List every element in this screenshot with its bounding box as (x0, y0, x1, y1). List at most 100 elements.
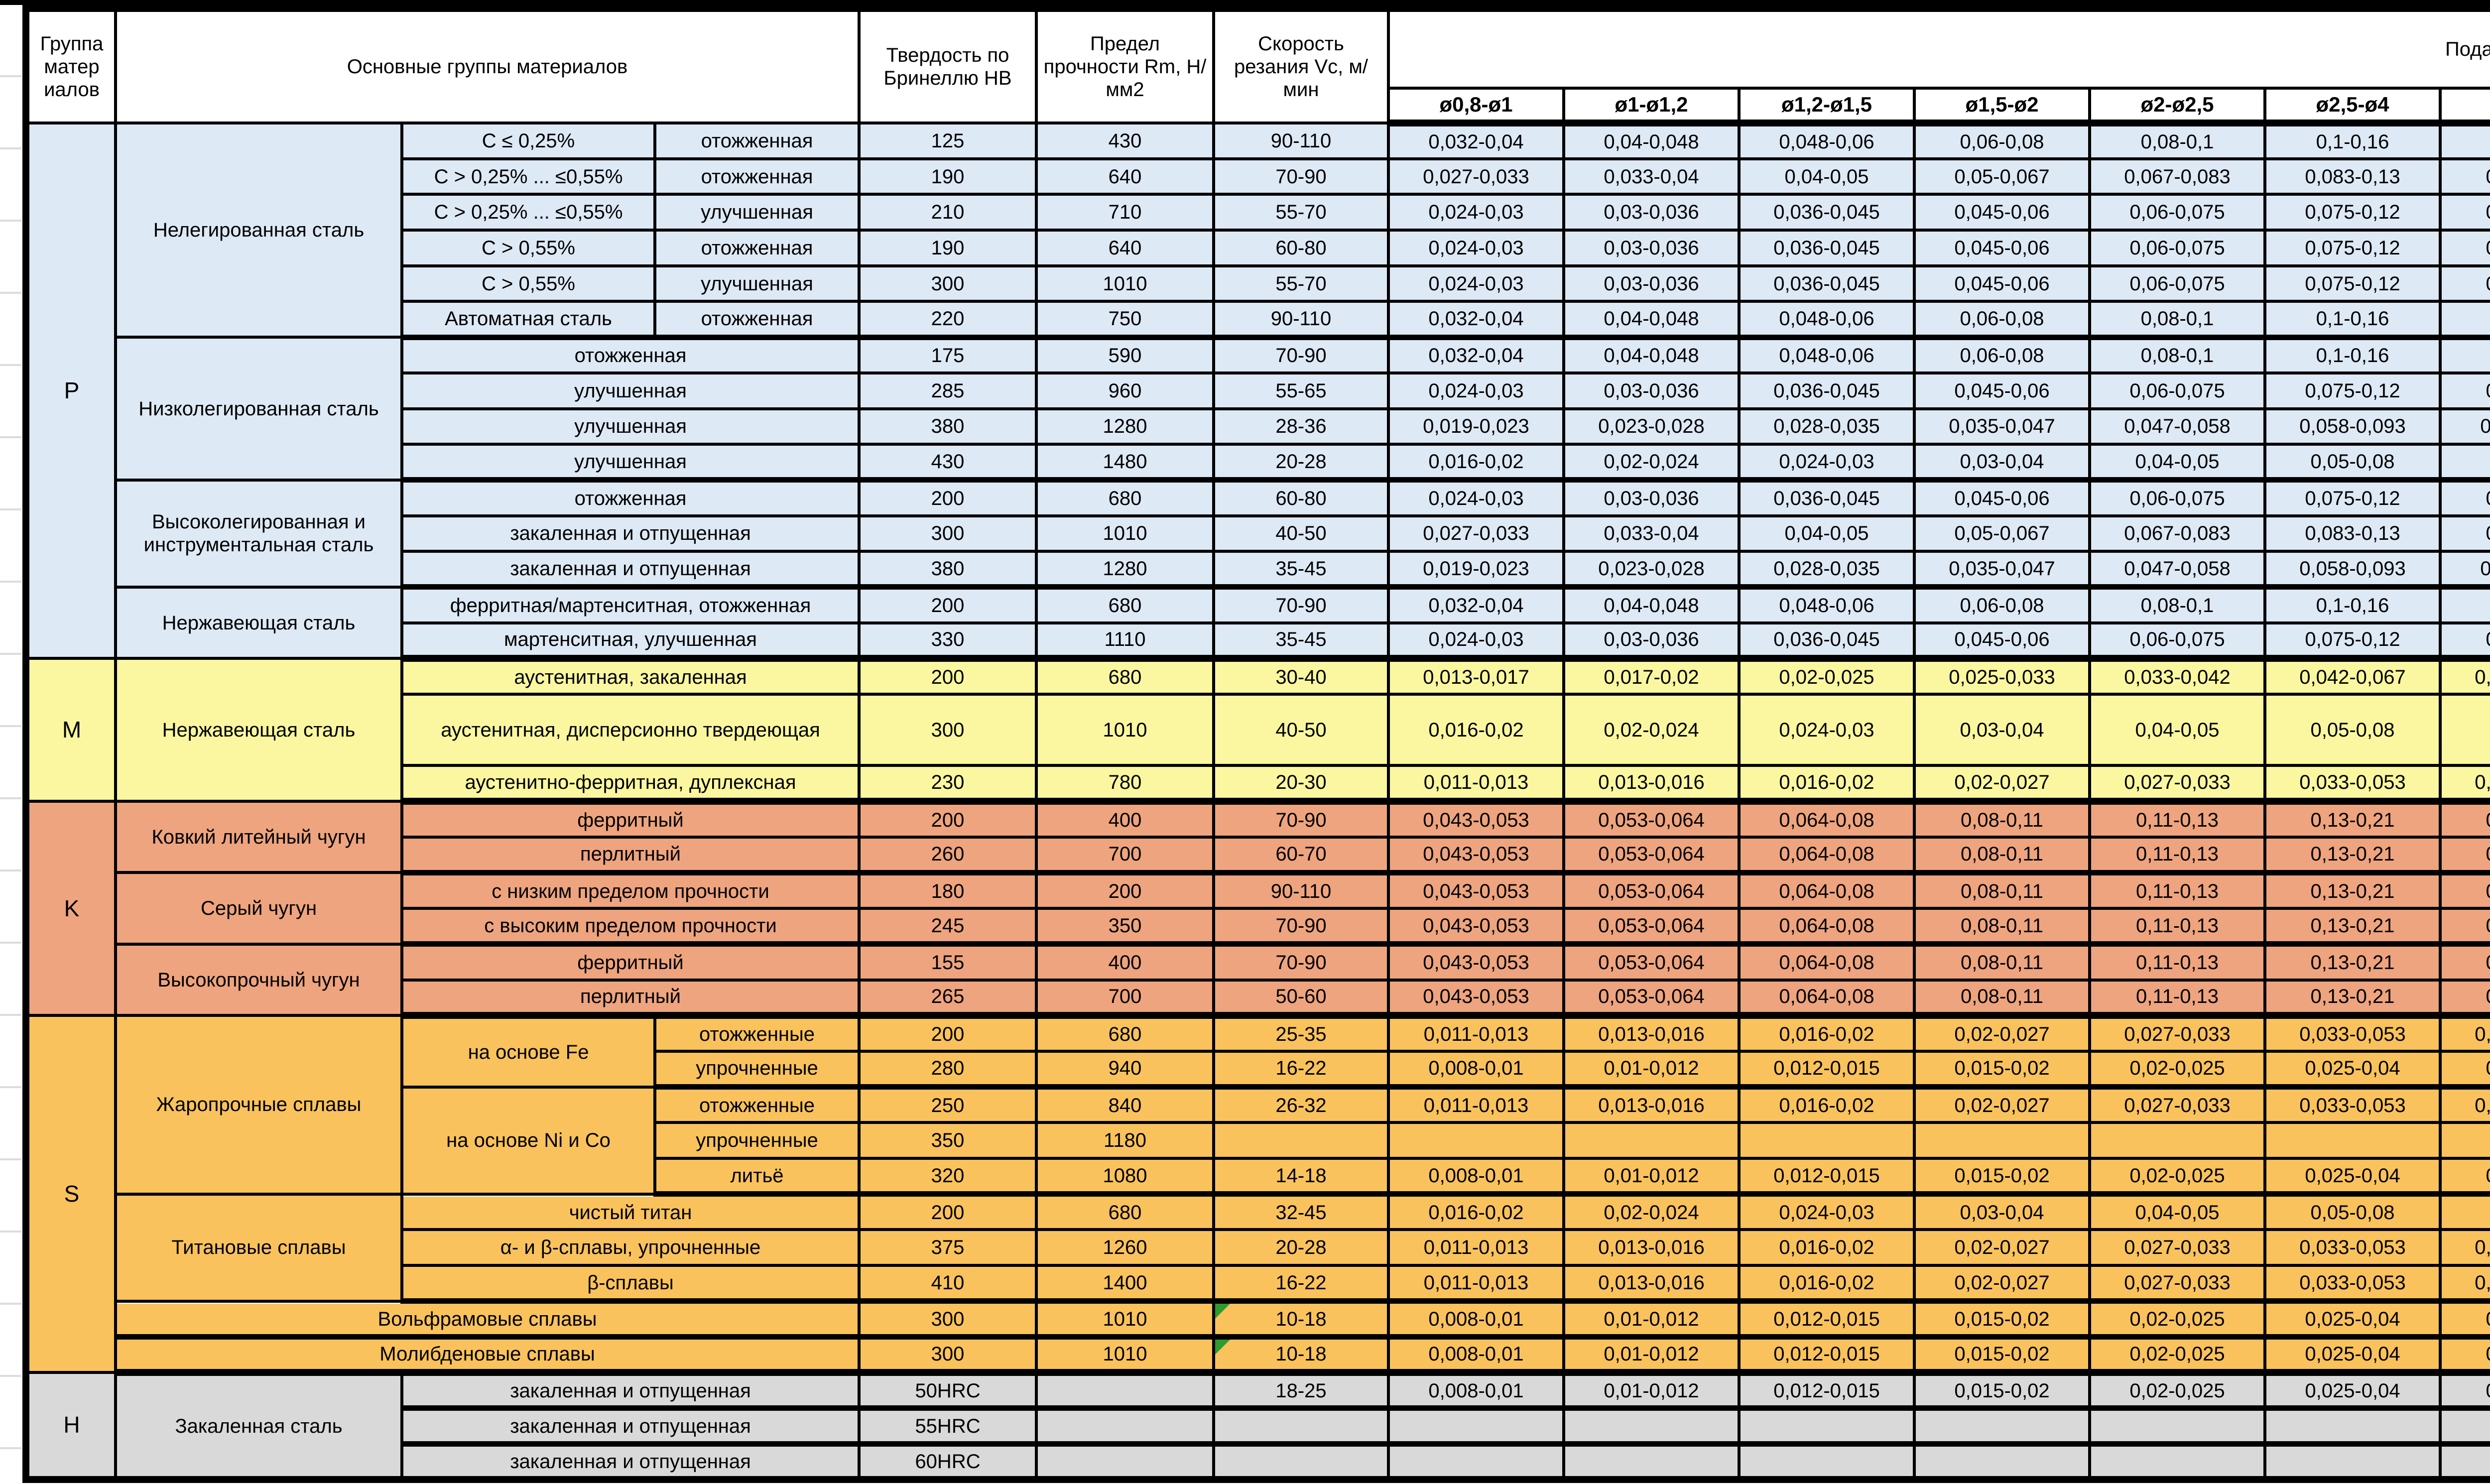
feed-cell[interactable]: 0,02-0,027 (1913, 764, 2092, 805)
feed-cell[interactable]: 0,045-0,06 (1913, 371, 2092, 410)
feed-cell[interactable]: 0,05-0,08 (2263, 443, 2442, 483)
feed-cell[interactable] (2088, 1442, 2267, 1482)
feed-cell[interactable]: 0,04-0,05 (2439, 1371, 2490, 1411)
feed-cell[interactable]: 0,028-0,035 (1738, 407, 1916, 446)
feed-cell[interactable]: 0,019-0,023 (1387, 407, 1566, 446)
tensile-strength-cell[interactable]: 680 (1035, 1192, 1216, 1232)
feed-cell[interactable]: 0,048-0,06 (1738, 300, 1916, 340)
feed-cell[interactable]: 0,04-0,048 (1562, 122, 1741, 160)
material-label-cell[interactable]: с низким пределом прочности (400, 871, 861, 910)
feed-cell[interactable]: 0,03-0,036 (1562, 621, 1741, 662)
feed-cell[interactable]: 0,058-0,093 (2263, 550, 2442, 590)
feed-cell[interactable]: 0,08-0,11 (1913, 800, 2092, 839)
feed-cell[interactable]: 0,21-0,27 (2439, 871, 2490, 910)
feed-cell[interactable]: 0,064-0,08 (1738, 907, 1916, 947)
feed-cell[interactable]: 0,067-0,083 (2439, 657, 2490, 696)
cutting-speed-cell[interactable]: 70-90 (1212, 336, 1390, 374)
feed-cell[interactable]: 0,015-0,02 (1913, 1335, 2092, 1376)
cutting-speed-cell[interactable]: 25-35 (1212, 1014, 1390, 1053)
feed-cell[interactable]: 0,027-0,033 (2088, 764, 2267, 805)
hardness-cell[interactable]: 200 (858, 585, 1038, 624)
material-label-cell[interactable]: Титановые сплавы (114, 1192, 403, 1303)
feed-cell[interactable]: 0,024-0,03 (1387, 371, 1566, 410)
cutting-speed-cell[interactable]: 28-36 (1212, 407, 1390, 446)
feed-cell[interactable]: 0,013-0,017 (1387, 657, 1566, 696)
feed-cell[interactable]: 0,05-0,08 (2263, 1192, 2442, 1232)
header-feed-title[interactable]: Подача Fn, мм/об (1387, 7, 2490, 90)
feed-cell[interactable]: 0,064-0,08 (1738, 978, 1916, 1019)
feed-cell[interactable] (1913, 1406, 2092, 1447)
feed-cell[interactable]: 0,024-0,03 (1387, 229, 1566, 267)
feed-cell[interactable]: 0,16-0,2 (2439, 585, 2490, 624)
material-label-cell[interactable]: отожженная (653, 229, 861, 267)
feed-cell[interactable]: 0,06-0,075 (2088, 478, 2267, 517)
tensile-strength-cell[interactable]: 1260 (1035, 1228, 1216, 1267)
feed-cell[interactable]: 0,013-0,016 (1562, 1014, 1741, 1053)
feed-cell[interactable] (1738, 1121, 1916, 1160)
cutting-speed-cell[interactable]: 16-22 (1212, 1264, 1390, 1304)
feed-cell[interactable] (2263, 1442, 2442, 1482)
feed-cell[interactable]: 0,011-0,013 (1387, 1085, 1566, 1124)
feed-cell[interactable]: 0,04-0,05 (2088, 443, 2267, 483)
feed-cell[interactable]: 0,012-0,015 (1738, 1335, 1916, 1376)
feed-cell[interactable] (2439, 1121, 2490, 1160)
feed-cell[interactable]: 0,093-0,12 (2439, 407, 2490, 446)
feed-cell[interactable]: 0,04-0,05 (2439, 1156, 2490, 1197)
feed-cell[interactable]: 0,075-0,12 (2263, 264, 2442, 303)
feed-cell[interactable]: 0,12-0,15 (2439, 478, 2490, 517)
header-main-groups[interactable]: Основные группы материалов (114, 7, 861, 124)
feed-cell[interactable]: 0,08-0,11 (1913, 942, 2092, 982)
material-label-cell[interactable]: ферритный (400, 942, 861, 982)
feed-cell[interactable]: 0,043-0,053 (1387, 835, 1566, 875)
cutting-speed-cell[interactable] (1212, 1442, 1390, 1482)
feed-cell[interactable]: 0,08-0,11 (1913, 907, 2092, 947)
material-label-cell[interactable]: улучшенная (400, 443, 861, 483)
feed-cell[interactable]: 0,024-0,03 (1387, 478, 1566, 517)
cutting-speed-cell[interactable]: 14-18 (1212, 1156, 1390, 1197)
feed-cell[interactable]: 0,032-0,04 (1387, 585, 1566, 624)
feed-cell[interactable]: 0,036-0,045 (1738, 621, 1916, 662)
feed-cell[interactable]: 0,053-0,067 (2439, 1264, 2490, 1304)
feed-cell[interactable]: 0,025-0,04 (2263, 1049, 2442, 1090)
hardness-cell[interactable]: 380 (858, 407, 1038, 446)
hardness-cell[interactable]: 55HRC (858, 1406, 1038, 1447)
material-label-cell[interactable]: Высоколегированная и инструментальная ст… (114, 478, 403, 589)
material-label-cell[interactable]: упрочненные (653, 1121, 861, 1160)
material-label-cell[interactable]: на основе Ni и Co (400, 1085, 656, 1196)
feed-cell[interactable]: 0,032-0,04 (1387, 300, 1566, 340)
feed-cell[interactable]: 0,04-0,048 (1562, 336, 1741, 374)
cutting-speed-cell[interactable]: 18-25 (1212, 1371, 1390, 1411)
feed-cell[interactable]: 0,013-0,016 (1562, 764, 1741, 805)
feed-cell[interactable]: 0,045-0,06 (1913, 264, 2092, 303)
feed-cell[interactable]: 0,05-0,08 (2263, 692, 2442, 767)
feed-cell[interactable]: 0,043-0,053 (1387, 942, 1566, 982)
feed-cell[interactable]: 0,043-0,053 (1387, 800, 1566, 839)
feed-cell[interactable]: 0,053-0,064 (1562, 835, 1741, 875)
tensile-strength-cell[interactable]: 1280 (1035, 550, 1216, 590)
material-label-cell[interactable]: закаленная и отпущенная (400, 1371, 861, 1411)
hardness-cell[interactable]: 190 (858, 229, 1038, 267)
feed-cell[interactable]: 0,008-0,01 (1387, 1299, 1566, 1340)
feed-cell[interactable]: 0,053-0,067 (2439, 1014, 2490, 1053)
hardness-cell[interactable]: 300 (858, 1299, 1038, 1340)
material-label-cell[interactable]: аустенитная, закаленная (400, 657, 861, 696)
feed-cell[interactable]: 0,023-0,028 (1562, 550, 1741, 590)
hardness-cell[interactable]: 300 (858, 264, 1038, 303)
feed-cell[interactable]: 0,08-0,11 (1913, 978, 2092, 1019)
feed-cell[interactable]: 0,13-0,21 (2263, 835, 2442, 875)
cutting-speed-cell[interactable]: 90-110 (1212, 300, 1390, 340)
cutting-speed-cell[interactable]: 60-70 (1212, 835, 1390, 875)
material-label-cell[interactable]: мартенситная, улучшенная (400, 621, 861, 662)
feed-cell[interactable] (1387, 1442, 1566, 1482)
tensile-strength-cell[interactable]: 1010 (1035, 692, 1216, 767)
feed-cell[interactable]: 0,012-0,015 (1738, 1049, 1916, 1090)
material-label-cell[interactable]: Ковкий литейный чугун (114, 800, 403, 874)
feed-cell[interactable]: 0,025-0,033 (1913, 657, 2092, 696)
feed-cell[interactable]: 0,023-0,028 (1562, 407, 1741, 446)
tensile-strength-cell[interactable]: 680 (1035, 585, 1216, 624)
feed-cell[interactable]: 0,013-0,016 (1562, 1228, 1741, 1267)
feed-cell[interactable]: 0,036-0,045 (1738, 371, 1916, 410)
tensile-strength-cell[interactable]: 840 (1035, 1085, 1216, 1124)
feed-cell[interactable]: 0,06-0,08 (1913, 336, 2092, 374)
feed-cell[interactable]: 0,053-0,064 (1562, 871, 1741, 910)
